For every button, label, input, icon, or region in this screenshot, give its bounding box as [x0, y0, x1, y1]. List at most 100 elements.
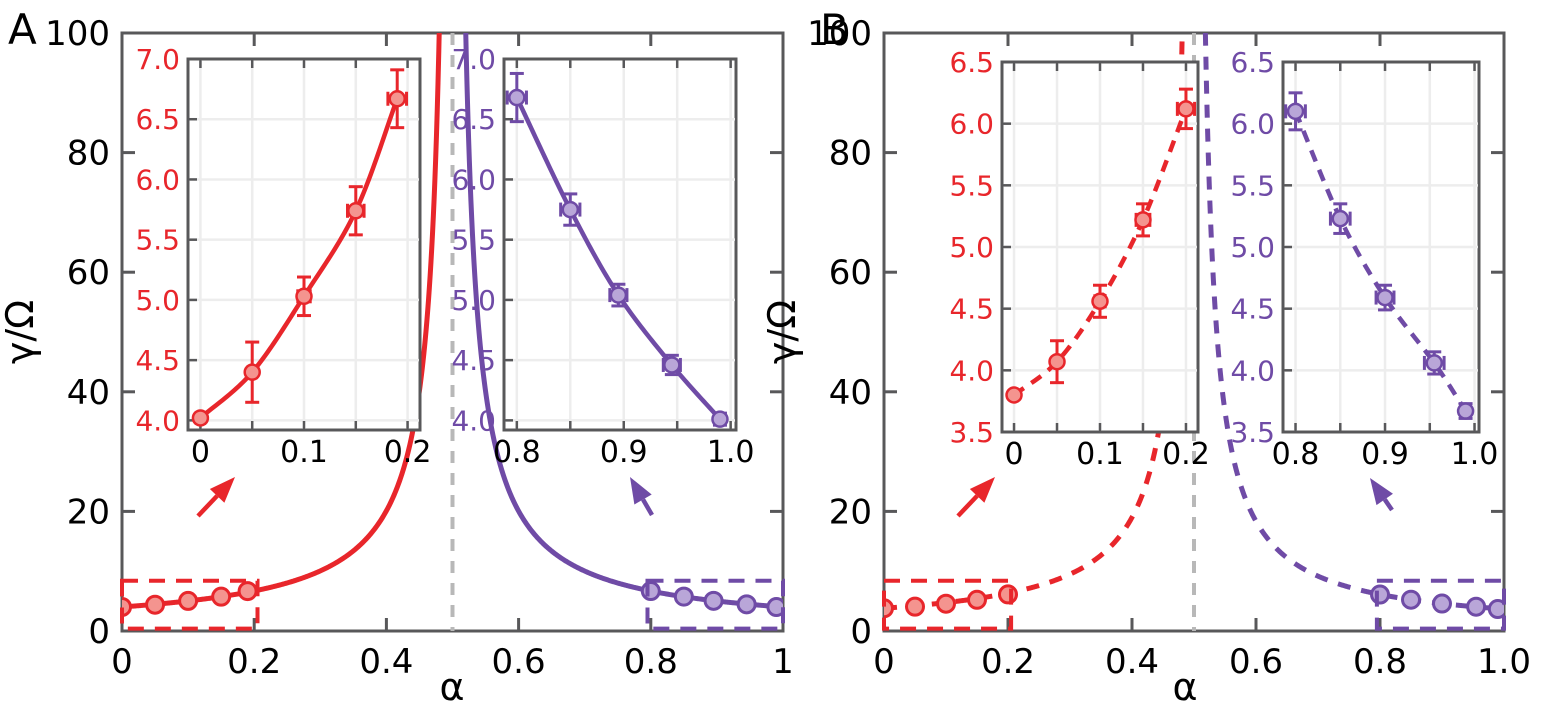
inset-y-tick-label-B-1-3: 5.0	[1230, 231, 1275, 264]
main-marker-A-right-branch-purple-2	[703, 590, 724, 611]
inset-x-tick-label-B-0-4: 0.2	[1162, 437, 1210, 472]
y-tick-label-B-2: 40	[829, 373, 872, 413]
roi-box-A-red-roi	[120, 578, 260, 631]
x-axis-title-A: α	[439, 665, 464, 709]
inset-y-tick-label-B-0-4: 5.5	[949, 169, 994, 202]
main-marker-B-left-branch-red-4	[998, 584, 1018, 605]
inset-marker-A-0-4	[388, 90, 406, 108]
y-tick-label-B-0: 0	[850, 612, 872, 652]
inset-x-tick-label-A-1-2: 0.9	[600, 435, 648, 470]
main-marker-A-right-branch-purple-0	[640, 581, 661, 602]
inset-datapoint-B-0-1	[1048, 339, 1066, 385]
main-marker-B-right-branch-purple-1	[1401, 589, 1421, 610]
inset-marker-A-1-2	[609, 286, 628, 304]
inset-y-tick-label-B-1-0: 3.5	[1230, 416, 1275, 449]
arrow-shaft-B-arrow-red	[956, 494, 979, 518]
main-marker-B-right-branch-purple-0	[1370, 584, 1390, 605]
inset-marker-A-0-1	[243, 363, 261, 381]
inset-y-tick-label-A-1-4: 6.0	[451, 163, 496, 196]
x-tick-label-A-0: 0	[111, 642, 133, 682]
roi-box-B-red-roi	[882, 578, 1014, 631]
inset-B-inset-purple: 0.8 0.9 1.0 3.5 4.0 4.5 5.0 5.5 6.0 6.5	[1230, 46, 1498, 472]
inset-y-tick-label-A-1-2: 5.0	[451, 284, 496, 317]
inset-y-tick-label-A-0-0: 4.0	[135, 404, 180, 437]
inset-datapoint-B-0-2	[1091, 283, 1109, 319]
inset-frame-A-1	[502, 57, 738, 432]
panel-A: Aγ/Ω α 0 0.2 0.4 0.6 0.8 1 0 20 40 60 80 100 0 0.1 0.2 4.…	[0, 5, 794, 709]
inset-datapoint-B-0-0	[1005, 386, 1023, 404]
inset-marker-B-0-3	[1134, 211, 1152, 229]
inset-y-tick-label-A-1-0: 4.0	[451, 404, 496, 437]
inset-datapoint-A-0-0	[191, 409, 210, 427]
arrow-shaft-B-arrow-purple	[1382, 498, 1394, 512]
inset-marker-B-0-1	[1048, 352, 1066, 371]
inset-x-tick-label-A-0-2: 0.1	[280, 435, 328, 470]
inset-datapoint-B-0-3	[1134, 202, 1152, 238]
panel-letter-B: B	[820, 5, 849, 54]
inset-marker-B-0-0	[1005, 386, 1023, 404]
panel-B: Bγ/Ω α 0 0.2 0.4 0.6 0.8 1.0 0 20 40 60 80 100 0 0.1 0.2…	[760, 5, 1531, 709]
inset-datapoint-B-1-0	[1284, 91, 1307, 132]
main-marker-B-left-branch-red-0	[884, 598, 894, 619]
inset-datapoint-A-1-2	[608, 282, 629, 308]
inset-marker-A-1-4	[711, 410, 729, 428]
arrow-head-A-arrow-purple	[630, 477, 652, 505]
inset-A-inset-purple: 0.8 0.9 1.0 4.0 4.5 5.0 5.5 6.0 6.5 7.0	[451, 43, 754, 470]
inset-marker-B-1-4	[1456, 402, 1475, 420]
y-tick-label-A-2: 40	[67, 373, 110, 413]
inset-marker-A-0-3	[347, 202, 365, 220]
inset-y-tick-label-B-0-0: 3.5	[949, 416, 994, 449]
inset-x-tick-label-A-0-4: 0.2	[384, 435, 432, 470]
inset-y-tick-label-B-1-6: 6.5	[1230, 46, 1275, 79]
x-tick-label-B-1: 0.2	[981, 642, 1035, 682]
main-marker-B-left-branch-red-1	[905, 596, 925, 617]
main-marker-A-right-branch-purple-4	[766, 597, 783, 618]
inset-y-tick-label-B-0-1: 4.0	[949, 354, 994, 387]
y-tick-label-B-3: 60	[829, 253, 872, 293]
inset-marker-A-0-2	[295, 287, 313, 306]
main-marker-A-left-branch-red-0	[122, 596, 132, 617]
inset-y-tick-label-B-1-5: 6.0	[1230, 108, 1275, 141]
inset-marker-B-1-1	[1331, 209, 1350, 228]
main-marker-A-right-branch-purple-1	[673, 586, 694, 607]
roi-box-B-purple-roi	[1374, 578, 1507, 631]
y-tick-label-A-1: 20	[67, 492, 110, 532]
main-marker-B-right-branch-purple-2	[1432, 593, 1452, 614]
main-marker-A-left-branch-red-3	[211, 586, 232, 607]
inset-x-tick-label-B-0-2: 0.1	[1076, 437, 1124, 472]
inset-y-tick-label-A-1-3: 5.5	[451, 224, 496, 257]
inset-y-tick-label-A-0-1: 4.5	[135, 344, 180, 377]
inset-datapoint-A-1-3	[661, 353, 682, 377]
inset-y-tick-label-A-0-3: 5.5	[135, 224, 180, 257]
inset-x-tick-label-B-1-4: 1.0	[1451, 437, 1499, 472]
y-axis-title-A: γ/Ω	[0, 300, 42, 364]
inset-datapoint-A-0-4	[386, 68, 409, 130]
main-curve-A-left-branch-red	[122, 33, 442, 610]
inset-datapoint-B-1-1	[1328, 202, 1352, 235]
inset-marker-B-0-4	[1177, 100, 1195, 118]
inset-datapoint-B-1-4	[1456, 402, 1475, 420]
inset-x-tick-label-B-0-0: 0	[1004, 437, 1023, 472]
main-curve-B-left-branch-red	[884, 33, 1185, 611]
inset-A-inset-red: 0 0.1 0.2 4.0 4.5 5.0 5.5 6.0 6.5 7.0	[135, 43, 431, 470]
inset-datapoint-B-1-3	[1422, 350, 1446, 376]
arrow-shaft-A-arrow-red	[196, 494, 219, 518]
inset-datapoint-A-1-4	[711, 410, 729, 428]
inset-y-tick-label-B-1-4: 5.5	[1230, 169, 1275, 202]
inset-marker-A-1-0	[508, 88, 526, 107]
inset-datapoint-A-0-3	[346, 185, 366, 237]
inset-y-tick-label-A-0-5: 6.5	[135, 103, 180, 136]
main-curve-A-right-branch-purple	[463, 33, 783, 610]
inset-B-inset-red: 0 0.1 0.2 3.5 4.0 4.5 5.0 5.5 6.0 6.5	[949, 46, 1209, 472]
y-tick-label-A-3: 60	[67, 253, 110, 293]
inset-y-tick-label-A-0-4: 6.0	[135, 163, 180, 196]
main-marker-B-right-branch-purple-4	[1487, 599, 1504, 620]
inset-y-tick-label-B-0-3: 5.0	[949, 231, 994, 264]
x-tick-label-A-3: 0.6	[492, 642, 546, 682]
arrow-head-B-arrow-red	[969, 477, 995, 503]
inset-marker-B-1-0	[1286, 102, 1305, 121]
main-marker-B-right-branch-purple-3	[1466, 596, 1487, 617]
arrow-head-A-arrow-red	[209, 477, 235, 503]
